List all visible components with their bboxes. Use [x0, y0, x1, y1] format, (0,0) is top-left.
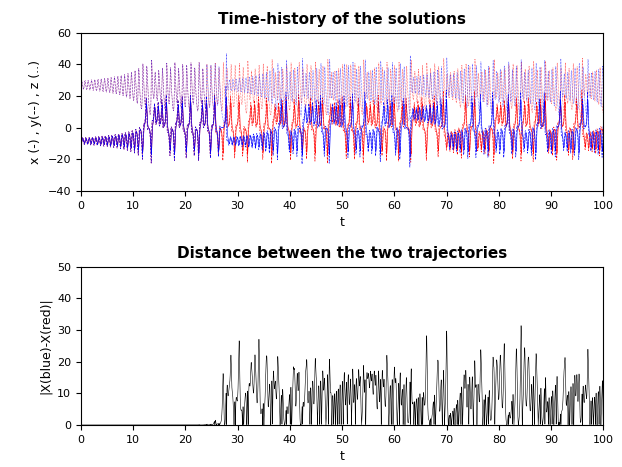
Title: Time-history of the solutions: Time-history of the solutions — [218, 12, 466, 28]
X-axis label: t: t — [340, 450, 345, 463]
Y-axis label: |X(blue)-X(red)|: |X(blue)-X(red)| — [39, 297, 52, 394]
Y-axis label: x (-) , y(--) , z (..): x (-) , y(--) , z (..) — [29, 60, 42, 164]
X-axis label: t: t — [340, 216, 345, 229]
Title: Distance between the two trajectories: Distance between the two trajectories — [177, 247, 507, 262]
